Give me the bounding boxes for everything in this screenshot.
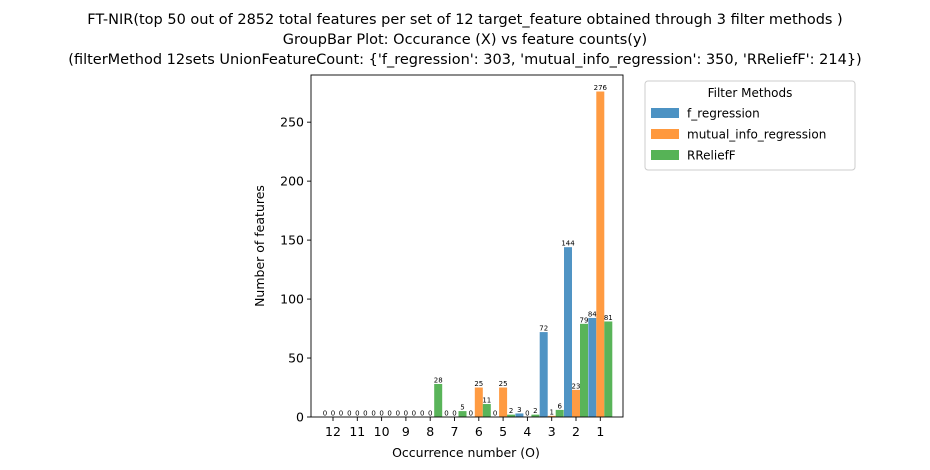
bar-value-label: 0 [387,410,391,418]
x-tick-label: 1 [596,424,604,439]
bar-value-label: 72 [539,325,548,333]
x-tick-label: 4 [523,424,531,439]
legend-entry-label: f_regression [687,107,760,121]
legend-swatch [651,108,679,118]
bar-value-label: 0 [404,410,408,418]
bar-value-label: 276 [594,84,608,92]
bar-value-label: 0 [371,410,375,418]
bar [515,413,524,417]
legend-title: Filter Methods [708,86,793,100]
y-tick-label: 50 [288,351,304,366]
bar [604,321,613,417]
bar-value-label: 81 [604,314,613,322]
y-tick-label: 100 [280,292,304,307]
bar-value-label: 79 [580,316,589,324]
plot-frame [310,74,624,418]
bar-value-label: 144 [561,240,575,248]
bar [482,404,491,417]
bar-value-label: 0 [347,410,351,418]
bar-value-label: 0 [444,410,448,418]
bar [555,409,564,417]
x-tick-label: 6 [475,424,483,439]
bar [596,91,605,417]
bar [547,415,556,417]
bar-value-label: 2 [533,407,537,415]
bar-value-label: 0 [428,410,432,418]
bar-value-label: 0 [339,410,343,418]
bar-value-label: 6 [557,402,562,410]
bar [531,414,540,417]
legend-swatch [651,129,679,139]
chart-title: FT-NIR(top 50 out of 2852 total features… [68,12,861,68]
bar-value-label: 0 [525,410,529,418]
bar-value-label: 28 [434,376,443,384]
title-line-2: GroupBar Plot: Occurance (X) vs feature … [283,32,647,48]
y-tick-label: 0 [296,410,304,425]
x-tick-label: 2 [572,424,580,439]
title-line-3: (filterMethod 12sets UnionFeatureCount: … [68,52,861,68]
bar-value-label: 0 [323,410,327,418]
legend: Filter Methods f_regression mutual_info_re… [644,80,856,171]
bar-value-label: 84 [588,310,597,318]
bar-value-label: 0 [379,410,383,418]
bar [539,332,548,417]
bar-value-label: 0 [493,410,497,418]
x-tick-label: 10 [374,424,390,439]
bar-value-label: 0 [412,410,416,418]
x-axis-label: Occurrence number (O) [392,445,540,460]
title-line-1: FT-NIR(top 50 out of 2852 total features… [87,12,842,28]
legend-entry-label: RReliefF [687,149,736,163]
bar [572,389,580,417]
bar-value-label: 3 [517,406,521,414]
bar-value-label: 1 [549,408,553,416]
bar-value-label: 11 [482,397,491,405]
x-tick-label: 3 [548,424,556,439]
y-tick-label: 150 [280,233,304,248]
x-tick-label: 8 [426,424,434,439]
legend-entry-label: mutual_info_regression [687,128,826,142]
bar-value-label: 0 [469,410,473,418]
bar-value-label: 2 [509,407,513,415]
x-tick-label: 11 [349,424,365,439]
bar-value-label: 23 [572,382,581,390]
bar-value-label: 0 [331,410,335,418]
bar-value-label: 0 [396,410,400,418]
bar-value-label: 25 [499,380,508,388]
legend-swatch [651,150,679,160]
x-tick-label: 5 [499,424,507,439]
bar-value-label: 25 [474,380,483,388]
bar-value-label: 0 [363,410,367,418]
bar [499,387,508,417]
bar [474,387,483,417]
x-tick-label: 12 [325,424,341,439]
x-tick-label: 7 [451,424,459,439]
bar [458,411,467,417]
x-tick-label: 9 [402,424,410,439]
y-tick-label: 250 [280,115,304,130]
bar-value-label: 0 [355,410,359,418]
bar-value-label: 0 [452,410,456,418]
y-tick-label: 200 [280,174,304,189]
y-axis-label: Number of features [252,185,267,307]
legend-box [644,80,856,171]
bar [507,414,516,417]
bar-value-label: 0 [420,410,424,418]
bar [588,317,597,417]
bar-value-label: 5 [460,404,464,412]
bar [564,247,572,417]
bar [434,383,443,417]
bar [580,323,588,417]
